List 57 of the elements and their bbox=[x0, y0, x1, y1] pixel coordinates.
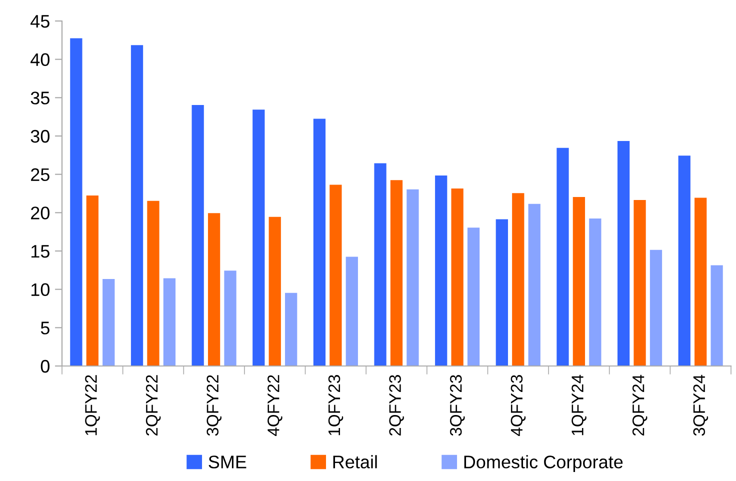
bar bbox=[130, 44, 144, 366]
x-tick-label: 1QFY24 bbox=[572, 374, 586, 436]
y-tick-label: 10 bbox=[31, 283, 50, 296]
bar bbox=[312, 118, 326, 366]
bar bbox=[710, 264, 724, 366]
bar bbox=[527, 203, 542, 366]
bar bbox=[344, 256, 359, 366]
bar bbox=[406, 188, 420, 366]
y-tick-label: 15 bbox=[31, 245, 50, 258]
y-tick-label: 40 bbox=[30, 53, 50, 66]
bar bbox=[162, 277, 176, 366]
bar bbox=[616, 140, 630, 366]
x-tick-label: 4QFY22 bbox=[268, 375, 282, 436]
x-tick-label: 1QFY22 bbox=[85, 375, 100, 436]
bar bbox=[190, 104, 205, 366]
x-tick-label: 3QFY22 bbox=[206, 375, 222, 436]
bar bbox=[556, 147, 570, 366]
bar bbox=[632, 199, 647, 366]
x-tick-label: 3QFY23 bbox=[450, 375, 465, 436]
legend-label: Domestic Corporate bbox=[464, 455, 623, 472]
bar bbox=[677, 154, 692, 366]
bar bbox=[588, 218, 602, 366]
bar bbox=[572, 196, 586, 366]
bar bbox=[466, 226, 480, 366]
bar bbox=[69, 37, 84, 366]
bar bbox=[86, 194, 100, 366]
legend-label: Retail bbox=[333, 455, 377, 468]
x-tick-label: 3QFY24 bbox=[693, 374, 708, 436]
bar bbox=[450, 188, 464, 366]
bar bbox=[252, 108, 266, 366]
bar bbox=[268, 216, 282, 366]
x-tick-label: 2QFY23 bbox=[389, 375, 404, 436]
bar bbox=[390, 179, 404, 366]
x-tick-label: 1QFY23 bbox=[328, 375, 344, 436]
bar bbox=[511, 192, 526, 366]
x-tick-label: 4QFY23 bbox=[510, 375, 526, 436]
x-tick-label: 2QFY22 bbox=[146, 375, 161, 436]
y-tick-label: 45 bbox=[30, 15, 50, 28]
y-tick-label: 5 bbox=[40, 322, 50, 334]
y-tick-label: 25 bbox=[31, 168, 50, 182]
legend-label: SME bbox=[208, 456, 246, 468]
bar bbox=[373, 162, 388, 366]
bar bbox=[694, 196, 708, 366]
bar bbox=[207, 212, 221, 366]
x-tick-label: 2QFY24 bbox=[632, 374, 648, 436]
bar bbox=[649, 249, 663, 366]
bar bbox=[495, 218, 509, 366]
bar bbox=[223, 270, 238, 366]
bar bbox=[146, 200, 160, 366]
y-tick-label: 35 bbox=[30, 92, 50, 104]
bar bbox=[328, 184, 343, 366]
bar bbox=[102, 278, 116, 366]
y-tick-label: 0 bbox=[40, 360, 50, 373]
y-tick-label: 30 bbox=[30, 130, 50, 143]
bar bbox=[284, 292, 298, 366]
bar bbox=[434, 174, 448, 366]
y-tick-label: 20 bbox=[31, 206, 50, 220]
